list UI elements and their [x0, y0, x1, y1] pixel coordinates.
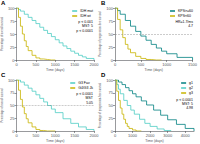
svg-text:50: 50 — [109, 32, 114, 37]
svg-text:4.7: 4.7 — [188, 24, 193, 28]
svg-text:50: 50 — [109, 103, 114, 108]
svg-text:Time (days): Time (days) — [145, 68, 163, 72]
svg-text:IDH wt: IDH wt — [80, 14, 91, 18]
svg-text:HR=1.7/ms: HR=1.7/ms — [175, 20, 193, 24]
svg-text:Percentage of overall survival: Percentage of overall survival — [0, 17, 4, 51]
svg-text:0: 0 — [114, 62, 117, 67]
svg-text:50: 50 — [10, 103, 15, 108]
svg-text:B: B — [101, 0, 106, 6]
svg-text:100: 100 — [106, 78, 113, 83]
svg-text:Percentage of progression-free: Percentage of progression-free survival — [99, 11, 103, 57]
svg-text:p < 0.0001: p < 0.0001 — [176, 97, 193, 102]
svg-text:5.05: 5.05 — [86, 101, 93, 105]
svg-text:D: D — [101, 72, 106, 78]
svg-text:1000: 1000 — [51, 62, 61, 67]
svg-text:G3 Fav: G3 Fav — [78, 81, 90, 85]
svg-text:Time (days): Time (days) — [145, 139, 163, 143]
svg-text:25: 25 — [10, 45, 15, 50]
svg-text:25: 25 — [109, 116, 114, 121]
svg-text:A: A — [1, 0, 6, 6]
svg-text:0: 0 — [15, 62, 18, 67]
svg-text:0: 0 — [15, 133, 18, 138]
svg-text:4.98: 4.98 — [186, 106, 193, 110]
svg-text:3000: 3000 — [163, 133, 173, 138]
svg-text:Percentage of progression-free: Percentage of progression-free survival — [99, 82, 103, 128]
svg-text:p < 0.0001: p < 0.0001 — [76, 29, 93, 33]
svg-text:0: 0 — [114, 133, 117, 138]
svg-text:1500: 1500 — [188, 62, 198, 67]
svg-text:IDH mut: IDH mut — [80, 9, 93, 13]
svg-text:1000: 1000 — [51, 133, 61, 138]
svg-text:500: 500 — [33, 133, 40, 138]
svg-text:p < 0.0001: p < 0.0001 — [76, 92, 93, 96]
svg-text:Percentage of overall survival: Percentage of overall survival — [0, 88, 4, 122]
svg-text:1500: 1500 — [70, 62, 80, 67]
svg-text:g3: g3 — [189, 91, 193, 95]
svg-text:500: 500 — [33, 62, 40, 67]
svg-text:C: C — [1, 72, 6, 78]
svg-text:g1: g1 — [189, 81, 193, 85]
svg-text:100: 100 — [8, 6, 15, 11]
svg-text:KPS<60: KPS<60 — [178, 14, 191, 18]
svg-text:1000: 1000 — [162, 62, 172, 67]
svg-text:2000: 2000 — [146, 133, 156, 138]
svg-text:500: 500 — [138, 62, 145, 67]
svg-text:75: 75 — [109, 90, 114, 95]
svg-text:100: 100 — [8, 78, 15, 83]
svg-text:Time (days): Time (days) — [46, 139, 64, 143]
svg-text:100: 100 — [106, 6, 113, 11]
svg-text:MST: MST — [85, 96, 93, 101]
svg-text:25: 25 — [10, 116, 15, 121]
svg-text:2000: 2000 — [90, 133, 100, 138]
svg-text:2000: 2000 — [90, 62, 100, 67]
svg-text:p < 0.001: p < 0.001 — [78, 20, 93, 24]
svg-text:MST: 5: MST: 5 — [82, 24, 93, 29]
svg-text:1000: 1000 — [128, 133, 138, 138]
svg-text:0: 0 — [110, 128, 113, 134]
svg-text:75: 75 — [109, 19, 114, 24]
svg-text:0: 0 — [12, 57, 15, 63]
svg-text:4000: 4000 — [181, 133, 191, 138]
svg-text:1500: 1500 — [70, 133, 80, 138]
svg-text:25: 25 — [109, 45, 114, 50]
svg-text:0: 0 — [12, 128, 15, 134]
svg-text:g2: g2 — [189, 86, 193, 90]
svg-text:G4/G3 Jk: G4/G3 Jk — [78, 86, 93, 90]
svg-text:75: 75 — [10, 90, 15, 95]
svg-text:MST: 5: MST: 5 — [182, 101, 193, 106]
svg-text:KPS>=60: KPS>=60 — [178, 9, 193, 13]
svg-text:0: 0 — [110, 57, 113, 63]
svg-text:Time (days): Time (days) — [46, 68, 64, 72]
svg-text:50: 50 — [10, 32, 15, 37]
svg-text:75: 75 — [10, 19, 15, 24]
